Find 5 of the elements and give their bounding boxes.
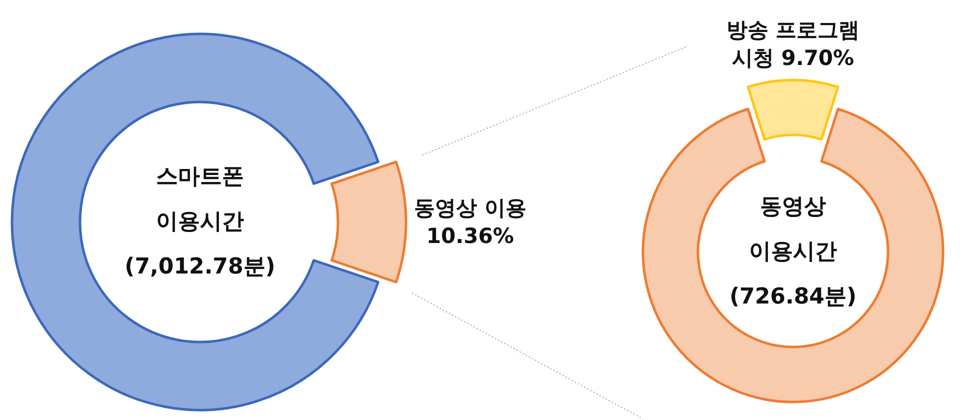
text: 스마트폰 이용시간 (7,012.78분) <box>124 164 276 280</box>
data-label: 10.36% <box>426 224 514 248</box>
slice-label: 동영상 이용 <box>414 196 526 220</box>
text: 동영상 이용시간 (726.84분) <box>729 194 857 310</box>
slice-label: 방송 프로그램 시청 9.70% <box>726 18 860 70</box>
